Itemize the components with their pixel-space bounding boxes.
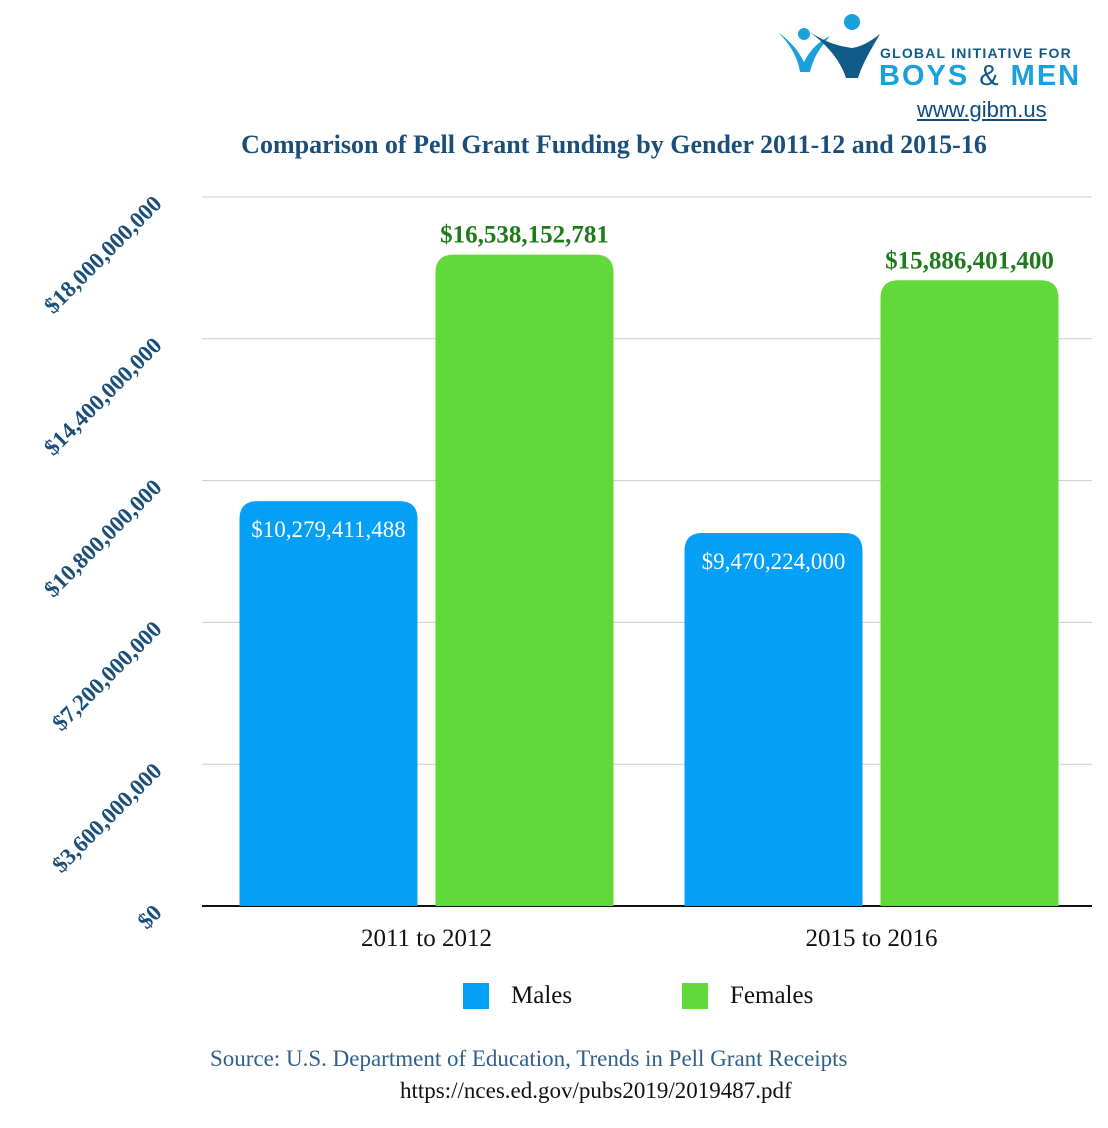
logo-url-link[interactable]: www.gibm.us <box>917 97 1047 122</box>
legend-label-males: Males <box>511 982 573 1009</box>
data-label-females-1: $16,538,152,781 <box>440 222 609 249</box>
data-label-females-2: $15,886,401,400 <box>885 247 1054 274</box>
y-tick-label: $7,200,000,000 <box>47 616 166 735</box>
y-tick-label: $3,600,000,000 <box>47 758 166 877</box>
data-label-males-1: $10,279,411,488 <box>251 517 405 542</box>
logo-org-line: GLOBAL INITIATIVE FOR <box>880 45 1072 61</box>
bar-females-1 <box>435 254 614 906</box>
legend-swatch-males <box>463 983 489 1009</box>
figures-logo-icon <box>778 14 880 78</box>
x-tick-label: 2015 to 2016 <box>806 925 938 952</box>
logo-boys: BOYS <box>879 60 970 92</box>
gibm-logo: GLOBAL INITIATIVE FOR BOYS & MEN www.gib… <box>776 12 1086 122</box>
legend-item-females: Females <box>682 982 813 1010</box>
logo-men: MEN <box>1010 60 1082 92</box>
y-tick-label: $18,000,000,000 <box>39 191 166 318</box>
y-axis-tick-labels: $0 $3,600,000,000 $7,200,000,000 $10,800,00… <box>39 191 166 934</box>
y-tick-label: $14,400,000,000 <box>39 333 166 460</box>
data-labels: $10,279,411,488 $16,538,152,781 $9,470,224… <box>251 222 1054 574</box>
bar-females-2 <box>880 280 1059 906</box>
y-tick-label: $0 <box>133 900 167 934</box>
legend: Males Females <box>0 982 1108 1014</box>
y-tick-label: $10,800,000,000 <box>39 474 166 601</box>
source-url[interactable]: https://nces.ed.gov/pubs2019/2019487.pdf <box>400 1078 792 1103</box>
logo-amp: & <box>979 60 1001 92</box>
legend-item-males: Males <box>463 982 572 1010</box>
bar-males-1 <box>239 501 418 906</box>
legend-swatch-females <box>682 983 708 1009</box>
x-tick-label: 2011 to 2012 <box>361 925 492 952</box>
logo-wordmark: BOYS & MEN <box>879 60 1081 93</box>
x-axis-tick-labels: 2011 to 2012 2015 to 2016 <box>361 925 937 952</box>
bar-chart: $0 $3,600,000,000 $7,200,000,000 $10,800,00… <box>39 191 1092 952</box>
source-citation: Source: U.S. Department of Education, Tr… <box>210 1046 848 1071</box>
bar-males-2 <box>684 532 863 906</box>
chart-title: Comparison of Pell Grant Funding by Gend… <box>241 130 987 159</box>
data-label-males-2: $9,470,224,000 <box>702 549 846 574</box>
legend-label-females: Females <box>730 982 814 1009</box>
bars <box>239 254 1059 906</box>
